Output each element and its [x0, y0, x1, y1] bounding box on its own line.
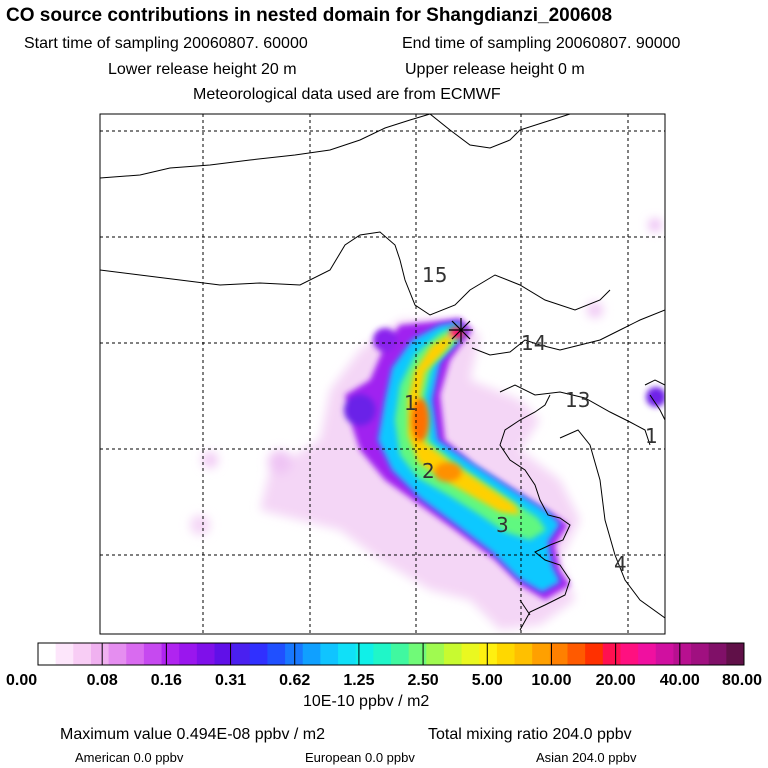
- colorbar-swatch: [426, 643, 445, 665]
- colorbar-swatch: [726, 643, 745, 665]
- coastlines: [100, 114, 665, 631]
- colorbar-swatch: [655, 643, 674, 665]
- time-label: 2: [422, 459, 435, 483]
- colorbar-swatch: [90, 643, 110, 665]
- colorbar-swatch: [179, 643, 198, 665]
- european-contribution: European 0.0 ppbv: [305, 750, 415, 765]
- colorbar-swatch: [373, 643, 392, 665]
- lower-release-height: Lower release height 20 m: [108, 61, 297, 78]
- colorbar-swatch: [673, 643, 692, 665]
- colorbar-label: 0.31: [215, 672, 246, 689]
- time-label: 13: [565, 388, 590, 412]
- maximum-value: Maximum value 0.494E-08 ppbv / m2: [60, 726, 326, 743]
- colorbar-swatch: [567, 643, 586, 665]
- colorbar-label: 10.00: [531, 672, 571, 689]
- colorbar-swatch: [285, 643, 304, 665]
- colorbar-label: 0.08: [87, 672, 118, 689]
- station-marker: [449, 318, 473, 342]
- colorbar-swatch: [708, 643, 727, 665]
- colorbar-label: 0.62: [279, 672, 310, 689]
- colorbar-swatch: [249, 643, 268, 665]
- time-label: 15: [422, 263, 447, 287]
- colorbar-swatch: [479, 643, 498, 665]
- colorbar-swatch: [73, 643, 92, 665]
- colorbar-swatch: [232, 643, 251, 665]
- colorbar-swatch: [461, 643, 480, 665]
- colorbar-swatch: [302, 643, 321, 665]
- colorbar-swatch: [355, 643, 374, 665]
- colorbar-swatch: [320, 643, 339, 665]
- time-label: 4: [614, 552, 627, 576]
- colorbar-swatch: [514, 643, 533, 665]
- colorbar-swatch: [691, 643, 710, 665]
- colorbar-label: 80.00: [722, 672, 762, 689]
- map-area: 15 14 13 1 1 2 3 4: [100, 114, 665, 634]
- colorbar-label: 1.25: [343, 672, 374, 689]
- time-label: 1: [404, 391, 417, 415]
- colorbar-label: 5.00: [472, 672, 503, 689]
- colorbar-swatch: [443, 643, 463, 665]
- colorbar-swatch: [267, 643, 286, 665]
- colorbar-swatch: [496, 643, 516, 665]
- colorbar-swatch: [126, 643, 145, 665]
- time-label: 14: [521, 331, 546, 355]
- colorbar-swatch: [620, 643, 639, 665]
- colorbar-swatch: [338, 643, 357, 665]
- colorbar-unit: 10E-10 ppbv / m2: [303, 693, 430, 710]
- colorbar-swatch: [108, 643, 127, 665]
- colorbar-label: 40.00: [660, 672, 700, 689]
- colorbar-swatch: [214, 643, 233, 665]
- start-time: Start time of sampling 20060807. 60000: [24, 35, 308, 52]
- end-time: End time of sampling 20060807. 90000: [402, 35, 681, 52]
- colorbar-swatch: [638, 643, 657, 665]
- asian-contribution: Asian 204.0 ppbv: [536, 750, 637, 765]
- colorbar-swatch: [143, 643, 163, 665]
- upper-release-height: Upper release height 0 m: [405, 61, 585, 78]
- colorbar-swatch: [161, 643, 180, 665]
- colorbar-label: 0.16: [151, 672, 182, 689]
- colorbar-swatch: [532, 643, 551, 665]
- map-frame: [99, 113, 666, 635]
- colorbar-swatch: [549, 643, 568, 665]
- colorbar-swatch: [585, 643, 604, 665]
- colorbar: [37, 643, 745, 665]
- colorbar-swatch: [196, 643, 215, 665]
- time-label: 3: [496, 513, 509, 537]
- time-label: 1: [645, 424, 658, 448]
- met-data-source: Meteorological data used are from ECMWF: [193, 86, 501, 103]
- colorbar-frame: [37, 642, 745, 666]
- page-title: CO source contributions in nested domain…: [6, 5, 613, 26]
- american-contribution: American 0.0 ppbv: [75, 750, 184, 765]
- colorbar-swatch: [38, 643, 57, 665]
- lat-lon-grid: [100, 114, 665, 634]
- time-labels: 15 14 13 1 1 2 3 4: [404, 263, 658, 576]
- colorbar-label: 2.50: [408, 672, 439, 689]
- colorbar-swatch: [55, 643, 74, 665]
- colorbar-swatch: [391, 643, 410, 665]
- colorbar-labels: 0.00 0.08 0.16 0.31 0.62 1.25 2.50 5.00 10.00 20.…: [6, 672, 762, 689]
- total-mixing-ratio: Total mixing ratio 204.0 ppbv: [428, 726, 632, 743]
- colorbar-label: 20.00: [596, 672, 636, 689]
- colorbar-swatch: [408, 643, 427, 665]
- colorbar-swatch: [602, 643, 621, 665]
- colorbar-label: 0.00: [6, 672, 37, 689]
